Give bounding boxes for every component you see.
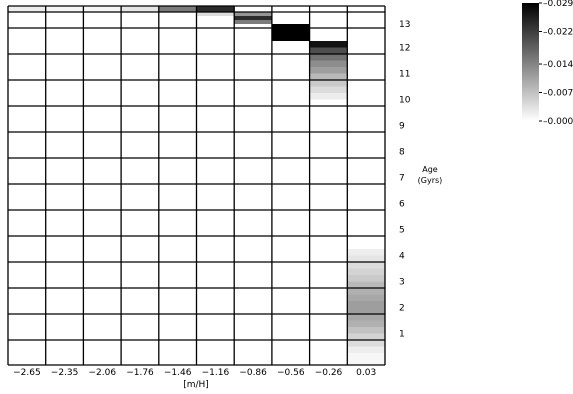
x-tick-labels: −2.65 −2.35 −2.06 −1.76 −1.46 −1.16 −0.86 −0.56… [13, 368, 376, 378]
heatmap-cell-26 [347, 275, 385, 282]
y-tick-label-5: 6 [399, 200, 405, 210]
y-tick-label-4: 5 [399, 226, 405, 236]
grid-lines [7, 5, 386, 366]
heatmap-cell-28 [347, 288, 385, 295]
heatmap-cell-4 [158, 6, 197, 12]
heatmap-cell-25 [347, 268, 385, 275]
heatmap-cell-31 [347, 307, 385, 314]
heatmap-cell-24 [347, 262, 385, 269]
heatmap-cells [8, 6, 385, 365]
x-tick-label-7: −0.56 [277, 368, 305, 378]
y-tick-label-8: 9 [399, 122, 405, 132]
colorbar-tick-label-3: –0.007 [543, 89, 573, 99]
heatmap-cell-22 [347, 249, 385, 256]
heatmap-cell-7 [234, 12, 272, 16]
colorbar-gradient [522, 3, 539, 121]
heatmap-cell-15 [309, 54, 348, 61]
heatmap-cell-33 [347, 320, 385, 327]
heatmap-cell-17 [309, 67, 348, 74]
y-tick-label-6: 7 [399, 174, 405, 184]
y-tick-label-0: 1 [399, 330, 405, 340]
y-tick-label-2: 3 [399, 278, 405, 288]
heatmap-cell-38 [347, 353, 385, 365]
y-tick-label-3: 4 [399, 252, 405, 262]
heatmap-cell-21 [309, 93, 348, 100]
heatmap-cell-12 [271, 34, 310, 41]
x-tick-label-6: −0.86 [239, 368, 267, 378]
heatmap-cell-35 [347, 333, 385, 340]
colorbar: –0.029 –0.022 –0.014 –0.007 –0.000 [522, 0, 573, 127]
colorbar-tick-label-2: –0.014 [543, 60, 573, 70]
heatmap-cell-34 [347, 327, 385, 334]
heatmap-cell-14 [309, 47, 348, 54]
x-tick-label-5: −1.16 [202, 368, 230, 378]
heatmap-cell-10 [271, 24, 310, 28]
heatmap-cell-13 [309, 41, 348, 48]
heatmap-cell-9 [234, 20, 272, 24]
heatmap-cell-19 [309, 80, 348, 87]
heatmap-cell-8 [234, 16, 272, 20]
heatmap-cell-3 [121, 6, 159, 12]
x-tick-label-3: −1.76 [126, 368, 154, 378]
heatmap-cell-18 [309, 73, 348, 80]
colorbar-tick-label-0: –0.029 [543, 0, 573, 9]
heatmap-cell-20 [309, 86, 348, 93]
y-tick-label-7: 8 [399, 148, 405, 158]
colorbar-tick-label-1: –0.022 [543, 28, 573, 38]
heatmap-cell-32 [347, 314, 385, 321]
y-tick-label-11: 12 [399, 44, 410, 54]
heatmap-cell-36 [347, 340, 385, 347]
y-tick-label-9: 10 [399, 96, 411, 106]
x-tick-label-8: −0.26 [315, 368, 343, 378]
x-axis-label: [m/H] [183, 380, 209, 390]
y-axis-label-text: Age (Gyrs) [418, 165, 443, 185]
heatmap-cell-2 [83, 6, 122, 12]
heatmap-cell-6 [196, 12, 235, 16]
x-tick-label-2: −2.06 [89, 368, 117, 378]
heatmap-cell-1 [45, 6, 84, 12]
heatmap-cell-23 [347, 255, 385, 262]
y-axis-label: Age (Gyrs) [418, 165, 443, 185]
heatmap-cell-27 [347, 281, 385, 288]
x-tick-label-0: −2.65 [13, 368, 41, 378]
heatmap-cell-0 [8, 6, 46, 12]
heatmap-cell-5 [196, 6, 235, 12]
colorbar-tick-label-4: –0.000 [543, 117, 573, 127]
y-tick-label-12: 13 [399, 20, 410, 30]
heatmap-cell-11 [271, 28, 310, 35]
x-tick-label-4: −1.46 [164, 368, 192, 378]
heatmap-cell-37 [347, 346, 385, 353]
x-tick-label-1: −2.35 [51, 368, 79, 378]
heatmap-cell-30 [347, 301, 385, 308]
y-tick-label-1: 2 [399, 304, 405, 314]
y-tick-label-10: 11 [399, 70, 410, 80]
heatmap-cell-29 [347, 294, 385, 301]
x-tick-label-9: 0.03 [356, 368, 376, 378]
heatmap-cell-16 [309, 60, 348, 67]
